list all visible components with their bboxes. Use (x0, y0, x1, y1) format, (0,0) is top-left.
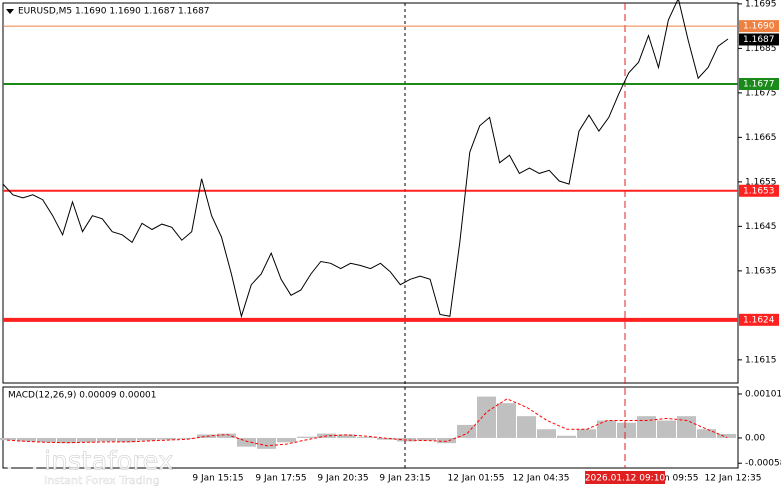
last-price-tag (739, 33, 779, 46)
signal-line (6, 398, 728, 447)
macd-bar (257, 437, 276, 449)
macd-bar (477, 396, 496, 438)
x-tick-label: 12 Jan 04:35 (513, 474, 570, 484)
macd-header: MACD(12,26,9) 0.00009 0.00001 (8, 391, 157, 401)
macd-bar (77, 437, 96, 443)
level-tag (739, 77, 779, 90)
cursor-tag (585, 471, 665, 484)
y-tick-label: 1.1655 (745, 177, 777, 187)
brand: instaforex Instant Forex Trading (6, 446, 174, 487)
y-tick-label: 0.00 (745, 433, 765, 443)
y-tick-label: 1.1645 (745, 222, 777, 232)
cursor-label: 2026.01.12 09:10 (585, 474, 666, 484)
y-tick-label: 1.1695 (745, 0, 777, 9)
y-tick-label: 1.1675 (745, 88, 777, 98)
macd-bar (57, 437, 76, 444)
macd-bar (177, 437, 196, 439)
x-tick-label: 9 Jan 15:15 (192, 474, 243, 484)
y-tick-label: 0.00101 (745, 389, 781, 399)
macd-bar (157, 437, 176, 440)
macd-bar (677, 416, 696, 438)
level-tag (739, 184, 779, 197)
brand-logo: instaforex (44, 447, 173, 477)
brand-icon (6, 446, 38, 478)
macd-bar (137, 437, 156, 441)
x-tick-label: 12 Jan 09:55 (642, 474, 699, 484)
level-label: 1.1653 (743, 186, 775, 196)
macd-bar (517, 416, 536, 438)
macd-bar (237, 437, 256, 447)
macd-bar (657, 420, 676, 438)
x-tick-label: 9 Jan 23:15 (379, 474, 430, 484)
price-panel (2, 2, 739, 384)
macd-bar (297, 436, 316, 438)
level-tag (739, 20, 779, 33)
symbol-arrow (6, 9, 14, 14)
y-tick-label: 1.1685 (745, 44, 777, 54)
level-label: 1.1677 (743, 79, 775, 89)
macd-bar (417, 437, 436, 441)
macd-bar (597, 420, 616, 438)
macd-bar (117, 437, 136, 443)
level-tag (739, 313, 779, 326)
macd-bar (557, 435, 576, 438)
macd-bar (697, 429, 716, 438)
macd-bar (217, 433, 236, 438)
brand-tagline: Instant Forex Trading (44, 474, 160, 487)
y-tick-label: -0.00058 (745, 459, 781, 469)
y-tick-label: 1.1635 (745, 266, 777, 276)
last-price-label: 1.1687 (743, 35, 775, 45)
y-tick-label: 1.1615 (745, 355, 777, 365)
price-line (2, 0, 729, 319)
macd-bar (537, 429, 556, 438)
macd-bar (637, 416, 656, 438)
macd-bar (437, 437, 456, 444)
macd-bar (457, 424, 476, 438)
x-tick-label: 12 Jan 12:35 (705, 474, 762, 484)
macd-bar (197, 434, 216, 438)
macd-bar (97, 437, 116, 442)
y-tick-label: 1.1665 (745, 133, 777, 143)
macd-bar (17, 437, 36, 442)
macd-bar (717, 434, 736, 438)
macd-bar (337, 434, 356, 438)
macd-bar (0, 437, 16, 441)
macd-bar (277, 437, 296, 443)
macd-bar (37, 437, 56, 443)
x-tick-label: 9 Jan 20:35 (317, 474, 368, 484)
x-tick-label: 12 Jan 01:55 (448, 474, 505, 484)
macd-bar (617, 422, 636, 438)
level-label: 1.1624 (743, 315, 775, 325)
x-tick-label: 9 Jan 17:55 (255, 474, 306, 484)
macd-panel (2, 386, 739, 469)
macd-bar (577, 429, 596, 438)
macd-bar (357, 437, 376, 438)
macd-bar (497, 403, 516, 438)
chart-header: EURUSD,M5 1.1690 1.1690 1.1687 1.1687 (18, 7, 210, 17)
level-label: 1.1690 (743, 22, 775, 32)
